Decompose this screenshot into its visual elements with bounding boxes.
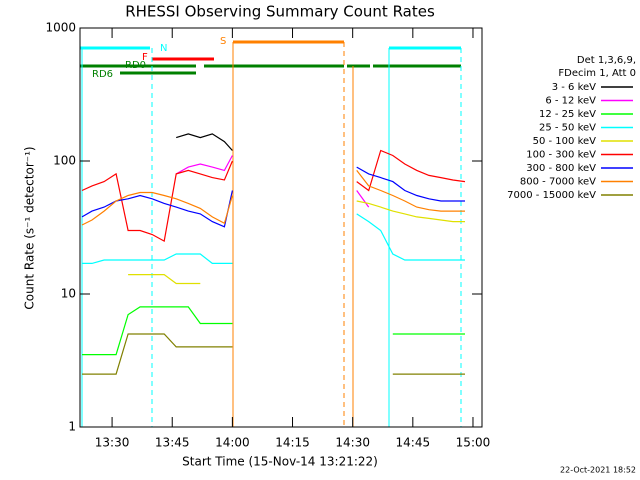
legend-label: 12 - 25 keV <box>539 109 596 120</box>
x-tick-label: 14:15 <box>275 436 310 450</box>
timestamp: 22-Oct-2021 18:52 <box>560 466 636 475</box>
y-tick-label: 10 <box>61 287 76 301</box>
legend-label: 3 - 6 keV <box>552 82 596 93</box>
annotation: F <box>142 52 148 63</box>
legend-label: 800 - 7000 keV <box>520 177 596 188</box>
legend-label: 100 - 300 keV <box>526 150 596 161</box>
x-tick-label: 13:30 <box>95 436 130 450</box>
series-line <box>81 170 465 226</box>
chart-title: RHESSI Observing Summary Count Rates <box>125 3 435 21</box>
series-line <box>175 155 370 208</box>
annotation: RD6 <box>92 69 113 80</box>
y-tick-label: 1 <box>68 420 76 434</box>
series-line <box>176 133 233 151</box>
series-line <box>82 306 465 356</box>
x-tick-label: 14:30 <box>335 436 370 450</box>
series-line <box>82 333 465 375</box>
legend-header: Det 1,3,6,9, <box>577 55 636 66</box>
legend-label: 50 - 100 keV <box>533 136 597 147</box>
legend-header: FDecim 1, Att 0 <box>558 68 636 79</box>
y-axis-label: Count Rate (s⁻¹ detector⁻¹) <box>23 146 37 309</box>
x-axis-label: Start Time (15-Nov-14 13:21:22) <box>182 455 378 469</box>
legend-label: 6 - 12 keV <box>545 96 596 107</box>
mode-markers <box>80 40 462 427</box>
series-line <box>82 213 465 264</box>
y-tick-label: 1000 <box>45 21 76 35</box>
x-tick-label: 15:00 <box>456 436 491 450</box>
annotation: S <box>220 36 226 47</box>
plot-frame <box>79 27 483 428</box>
x-tick-label: 14:00 <box>215 436 250 450</box>
series-line <box>128 200 465 285</box>
y-tick-label: 100 <box>53 154 76 168</box>
x-tick-label: 14:45 <box>396 436 431 450</box>
series-line <box>81 149 466 243</box>
x-tick-label: 13:45 <box>155 436 190 450</box>
annotation: N <box>160 43 167 54</box>
series-line <box>81 166 465 228</box>
legend-label: 25 - 50 keV <box>539 123 596 134</box>
legend-label: 300 - 800 keV <box>526 163 596 174</box>
annotation: RD0 <box>125 60 146 71</box>
legend-label: 7000 - 15000 keV <box>507 190 596 201</box>
